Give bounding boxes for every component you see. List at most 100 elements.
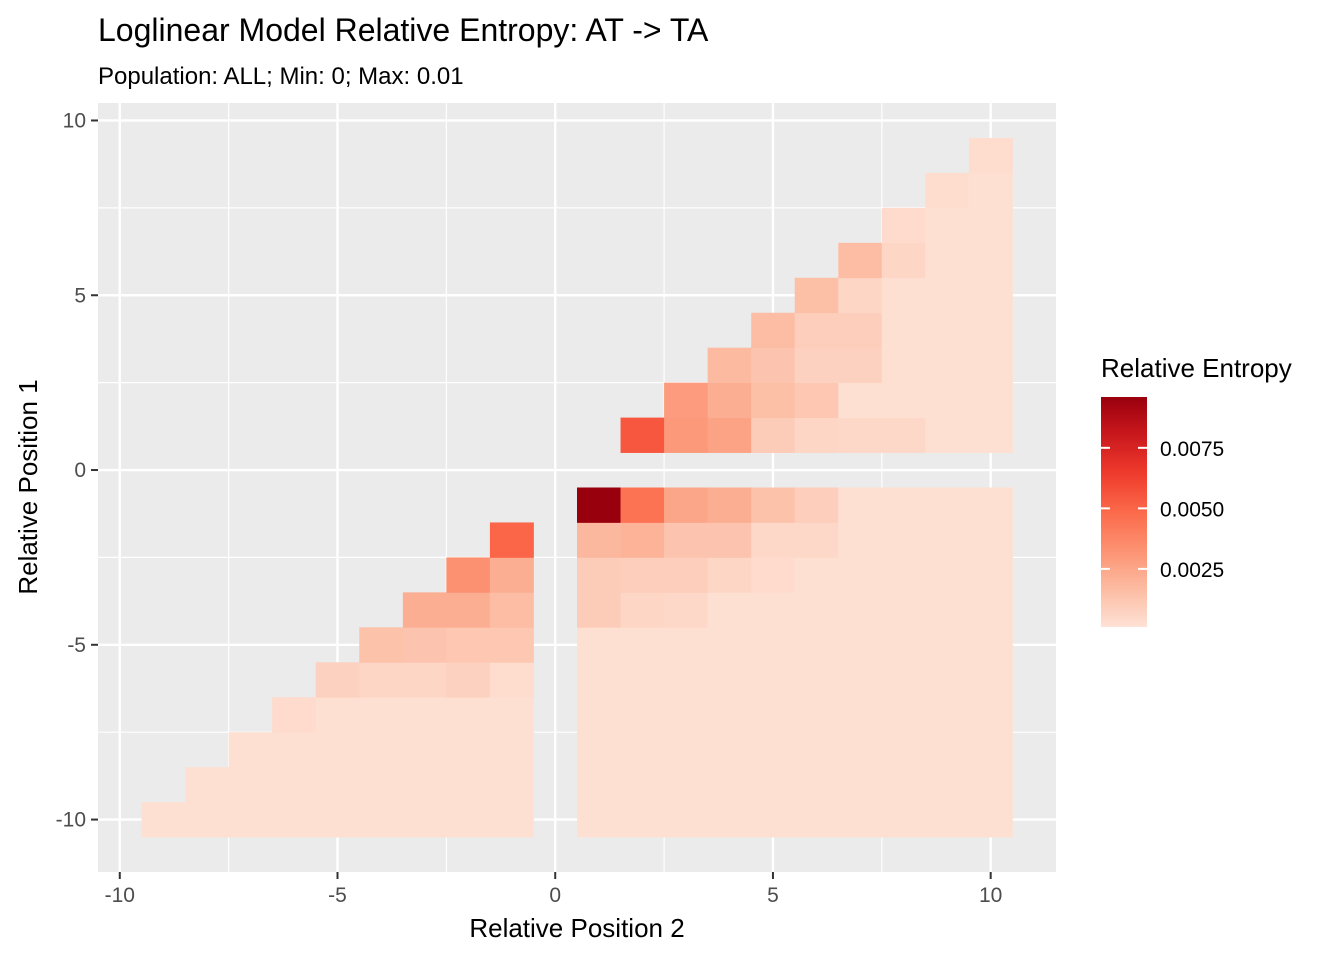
- heatmap-cell: [359, 697, 404, 733]
- heatmap-cell: [664, 487, 709, 523]
- y-tick-label: 5: [74, 284, 86, 307]
- heatmap-cell: [446, 627, 491, 663]
- heatmap-cell: [925, 627, 970, 663]
- x-tick-label: 0: [549, 884, 561, 907]
- heatmap-cell: [751, 417, 796, 453]
- heatmap-cell: [359, 802, 404, 838]
- heatmap-cell: [664, 767, 709, 803]
- heatmap-cell: [925, 732, 970, 768]
- heatmap-cell: [664, 522, 709, 558]
- heatmap-cell: [402, 802, 447, 838]
- heatmap-cell: [751, 557, 796, 593]
- heatmap-cell: [620, 732, 665, 768]
- heatmap-cell: [881, 802, 926, 838]
- heatmap-cell: [446, 802, 491, 838]
- heatmap-cell: [968, 382, 1013, 418]
- heatmap-cell: [707, 382, 752, 418]
- y-axis: -10 -5 0 5 10: [56, 109, 98, 832]
- legend: Relative Entropy 0.0025 0.0050 0.0075: [1101, 353, 1292, 627]
- heatmap-cell: [881, 697, 926, 733]
- heatmap-cell: [402, 732, 447, 768]
- heatmap-cell: [664, 557, 709, 593]
- heatmap-cell: [794, 662, 839, 698]
- heatmap-cell: [141, 802, 186, 838]
- heatmap-cell: [620, 487, 665, 523]
- heatmap-cell: [925, 347, 970, 384]
- heatmap-cell: [881, 487, 926, 523]
- heatmap-cell: [925, 802, 970, 838]
- heatmap-cell: [489, 592, 534, 628]
- heatmap-cell: [968, 417, 1013, 453]
- heatmap-cell: [664, 627, 709, 663]
- x-tick-label: 10: [979, 884, 1002, 907]
- heatmap-cell: [359, 662, 404, 698]
- heatmap-cell: [577, 767, 621, 803]
- heatmap-cell: [751, 522, 796, 558]
- heatmap-cell: [925, 662, 970, 698]
- heatmap-cell: [881, 417, 926, 453]
- heatmap-cell: [664, 732, 709, 768]
- heatmap-cell: [925, 242, 970, 279]
- heatmap-cell: [881, 522, 926, 558]
- heatmap-cell: [925, 277, 970, 314]
- heatmap-cell: [925, 487, 970, 523]
- heatmap-cell: [968, 312, 1013, 349]
- heatmap-cell: [925, 312, 970, 349]
- heatmap-cell: [968, 207, 1013, 244]
- heatmap-cell: [577, 592, 621, 628]
- heatmap-cell: [838, 242, 883, 279]
- heatmap-cell: [838, 277, 883, 314]
- heatmap-cell: [794, 522, 839, 558]
- legend-ticks: 0.0025 0.0050 0.0075: [1101, 438, 1224, 582]
- heatmap-cell: [185, 767, 230, 803]
- heatmap-cell: [228, 767, 273, 803]
- heatmap-cell: [794, 697, 839, 733]
- heatmap-cell: [620, 557, 665, 593]
- heatmap-cell: [577, 522, 621, 558]
- heatmap-cell: [838, 592, 883, 628]
- heatmap-cell: [620, 417, 665, 453]
- heatmap-cell: [968, 522, 1013, 558]
- heatmap-cell: [794, 802, 839, 838]
- heatmap-cell: [707, 487, 752, 523]
- heatmap-cell: [620, 767, 665, 803]
- x-tick-label: -5: [328, 884, 347, 907]
- heatmap-cell: [272, 767, 317, 803]
- heatmap-cell: [925, 172, 970, 209]
- heatmap-cell: [838, 312, 883, 349]
- x-tick-label: 5: [767, 884, 779, 907]
- heatmap-cell: [577, 802, 621, 838]
- heatmap-cell: [446, 592, 491, 628]
- y-tick-label: 10: [63, 109, 86, 132]
- heatmap-cell: [968, 662, 1013, 698]
- heatmap-cell: [751, 662, 796, 698]
- heatmap-cell: [489, 522, 534, 558]
- heatmap-cell: [968, 592, 1013, 628]
- heatmap-cell: [315, 697, 360, 733]
- heatmap-cell: [838, 732, 883, 768]
- heatmap-cell: [751, 312, 796, 349]
- heatmap-cell: [838, 767, 883, 803]
- heatmap-cell: [489, 662, 534, 698]
- heatmap-cell: [794, 487, 839, 523]
- heatmap-cell: [402, 662, 447, 698]
- heatmap-cell: [707, 592, 752, 628]
- heatmap-cell: [838, 347, 883, 384]
- heatmap-cell: [881, 207, 926, 244]
- heatmap-cell: [925, 382, 970, 418]
- heatmap-cell: [794, 277, 839, 314]
- heatmap-cell: [402, 592, 447, 628]
- heatmap-cell: [925, 697, 970, 733]
- y-tick-label: -10: [56, 809, 86, 832]
- heatmap-cell: [577, 557, 621, 593]
- heatmap-cell: [489, 802, 534, 838]
- heatmap-cell: [794, 382, 839, 418]
- heatmap-cell: [925, 557, 970, 593]
- legend-colorbar: [1101, 397, 1147, 627]
- heatmap-cell: [446, 732, 491, 768]
- heatmap-cell: [925, 207, 970, 244]
- heatmap-cell: [838, 802, 883, 838]
- chart-subtitle: Population: ALL; Min: 0; Max: 0.01: [98, 63, 464, 90]
